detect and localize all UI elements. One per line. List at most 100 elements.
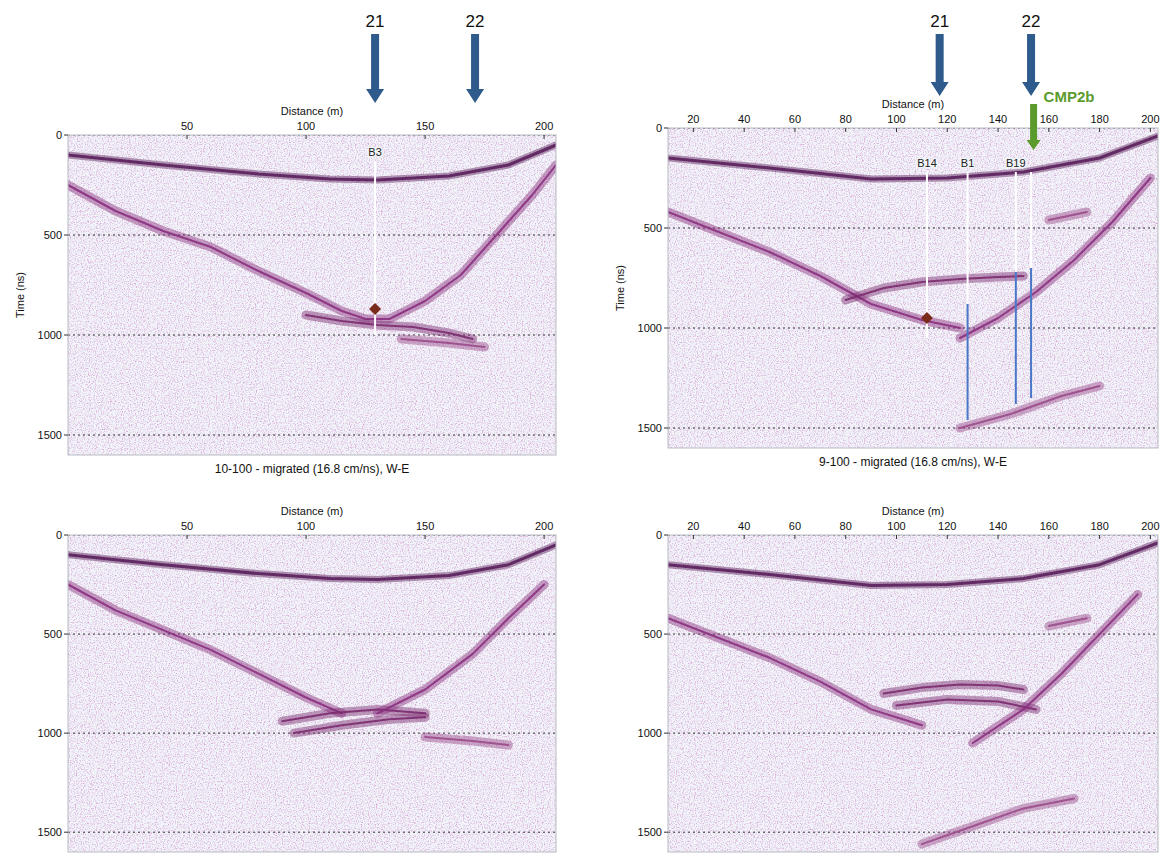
plot-background xyxy=(668,128,1158,448)
x-axis-title: Distance (m) xyxy=(882,505,944,517)
x-tick xyxy=(425,135,426,139)
plot-area xyxy=(668,535,1158,852)
x-tick-label: 200 xyxy=(1141,113,1159,125)
y-tick-label: 0 xyxy=(56,529,62,541)
reflector-band xyxy=(846,276,1024,300)
reflector xyxy=(401,339,484,347)
x-tick xyxy=(1048,535,1049,539)
x-tick xyxy=(744,128,745,132)
x-axis-title: Distance (m) xyxy=(281,505,343,517)
grid-line xyxy=(668,228,1158,229)
x-tick-label: 200 xyxy=(535,520,553,532)
location-arrow xyxy=(1022,34,1040,96)
x-tick-label: 160 xyxy=(1040,113,1058,125)
y-tick xyxy=(664,535,668,536)
y-tick xyxy=(664,228,668,229)
y-tick-label: 1000 xyxy=(638,322,662,334)
reflector-band xyxy=(1049,618,1087,626)
x-tick-label: 150 xyxy=(416,120,434,132)
x-tick xyxy=(187,135,188,139)
reflector xyxy=(960,178,1150,338)
reflector xyxy=(294,717,425,733)
borehole-label: B3 xyxy=(368,146,381,158)
x-tick-label: 40 xyxy=(738,113,750,125)
plot-area xyxy=(68,135,556,455)
reflector-band xyxy=(973,594,1138,743)
plot-frame xyxy=(68,135,556,455)
x-tick xyxy=(744,535,745,539)
depth-marker xyxy=(921,312,933,324)
borehole-line xyxy=(1015,172,1017,272)
y-axis-title: Time (ns) xyxy=(614,265,626,311)
x-tick-label: 50 xyxy=(181,120,193,132)
x-tick xyxy=(845,128,846,132)
x-tick xyxy=(306,535,307,539)
depth-marker xyxy=(369,303,381,315)
reflector-band xyxy=(960,386,1100,428)
reflector xyxy=(973,594,1138,743)
x-tick-label: 80 xyxy=(840,520,852,532)
arrow-label: 22 xyxy=(1022,12,1041,31)
reflector xyxy=(884,685,1024,694)
y-tick-label: 1000 xyxy=(38,727,62,739)
panel-caption: 10-100 - migrated (16.8 cm/ns), W-E xyxy=(215,462,410,476)
figure: B350100150200050010001500Distance (m)Tim… xyxy=(0,0,1172,858)
y-tick xyxy=(664,832,668,833)
x-tick-label: 80 xyxy=(840,113,852,125)
reflector xyxy=(668,136,1158,179)
x-tick xyxy=(187,535,188,539)
grid-line xyxy=(68,335,556,336)
y-tick-label: 1500 xyxy=(38,429,62,441)
grid-line xyxy=(668,428,1158,429)
arrow-label: 22 xyxy=(466,12,485,31)
x-tick xyxy=(693,535,694,539)
reflector-band xyxy=(68,545,556,580)
reflector xyxy=(425,737,508,745)
reflector xyxy=(68,145,556,180)
reflector-band xyxy=(960,178,1150,338)
y-tick-label: 500 xyxy=(44,229,62,241)
y-tick xyxy=(64,235,68,236)
borehole-label: B14 xyxy=(917,157,937,169)
y-tick xyxy=(64,832,68,833)
grid-line xyxy=(68,235,556,236)
x-tick xyxy=(1150,535,1151,539)
x-tick-label: 100 xyxy=(297,120,315,132)
y-tick-label: 0 xyxy=(656,122,662,134)
y-tick-label: 0 xyxy=(56,129,62,141)
x-tick-label: 150 xyxy=(416,520,434,532)
x-tick-label: 60 xyxy=(789,113,801,125)
reflector xyxy=(68,165,556,319)
x-tick xyxy=(845,535,846,539)
x-tick-label: 140 xyxy=(989,520,1007,532)
reflector-band xyxy=(68,145,556,180)
reflector xyxy=(378,585,545,714)
y-tick xyxy=(64,435,68,436)
borehole-label: B1 xyxy=(961,157,974,169)
x-tick xyxy=(794,535,795,539)
arrow-label: 21 xyxy=(930,12,949,31)
reflector xyxy=(846,276,1024,300)
x-tick xyxy=(1099,535,1100,539)
location-arrow xyxy=(366,34,384,103)
x-tick xyxy=(306,135,307,139)
y-tick-label: 1000 xyxy=(638,727,662,739)
reflector xyxy=(306,315,473,339)
y-tick-label: 1500 xyxy=(38,826,62,838)
y-tick-label: 1000 xyxy=(38,329,62,341)
y-tick xyxy=(664,634,668,635)
x-tick xyxy=(998,535,999,539)
reflector-band xyxy=(1049,212,1087,220)
plot-frame xyxy=(68,535,556,852)
grid-line xyxy=(68,435,556,436)
x-tick-label: 200 xyxy=(1141,520,1159,532)
x-tick-label: 20 xyxy=(687,520,699,532)
borehole-line xyxy=(967,172,969,304)
grid-line xyxy=(668,634,1158,635)
reflector xyxy=(668,618,922,725)
plot-background xyxy=(668,535,1158,852)
arrow-label: 21 xyxy=(366,12,385,31)
x-tick-label: 180 xyxy=(1090,520,1108,532)
borehole-line xyxy=(1015,272,1017,404)
x-tick-label: 200 xyxy=(535,120,553,132)
